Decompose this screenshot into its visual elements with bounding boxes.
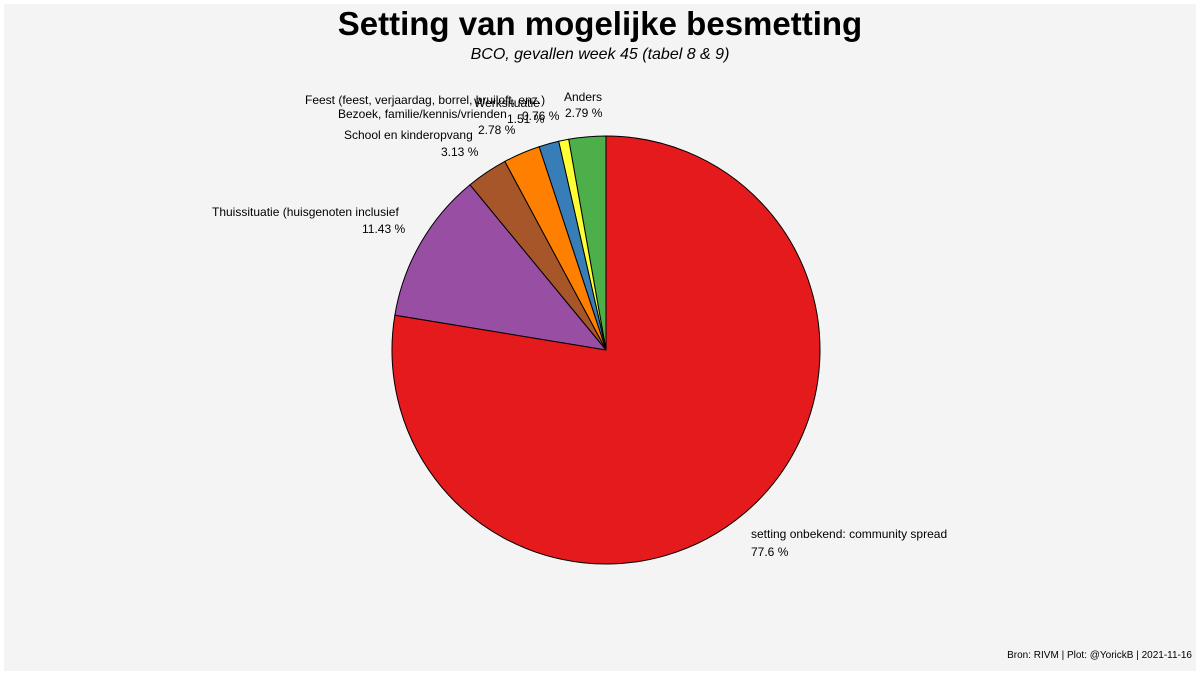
slice-value-label: 3.13 % — [441, 145, 479, 159]
slice-category-label: setting onbekend: community spread — [751, 527, 947, 541]
slice-category-label: Thuissituatie (huisgenoten inclusief — [212, 205, 399, 219]
slice-category-label: Feest (feest, verjaardag, borrel, bruilo… — [305, 93, 545, 107]
pie-slice — [394, 184, 608, 351]
slice-value-label: 2.78 % — [478, 123, 516, 137]
slice-value-label: 2.79 % — [565, 106, 603, 120]
slice-value-label: 11.43 % — [362, 222, 405, 236]
slice-category-label: Bezoek, familie/kennis/vrienden — [338, 107, 507, 121]
chart-subtitle: BCO, gevallen week 45 (tabel 8 & 9) — [470, 46, 730, 63]
slice-value-label: 1.51 % — [507, 112, 545, 126]
chart-title: Setting van mogelijke besmetting — [337, 5, 863, 42]
pie-slices — [391, 135, 821, 565]
slice-category-label: School en kinderopvang — [344, 128, 473, 142]
source-caption: Bron: RIVM | Plot: @YorickB | 2021-11-16 — [1007, 650, 1192, 661]
slice-value-label: 77.6 % — [751, 545, 789, 559]
pie-slice — [391, 135, 821, 565]
slice-value-label: 0.76 % — [522, 109, 560, 123]
slice-category-label: Werksituatie — [474, 96, 540, 110]
slice-category-label: Anders — [564, 90, 602, 104]
slice-labels: Anders 2.79 % Feest (feest, verjaardag, bo… — [212, 90, 947, 559]
